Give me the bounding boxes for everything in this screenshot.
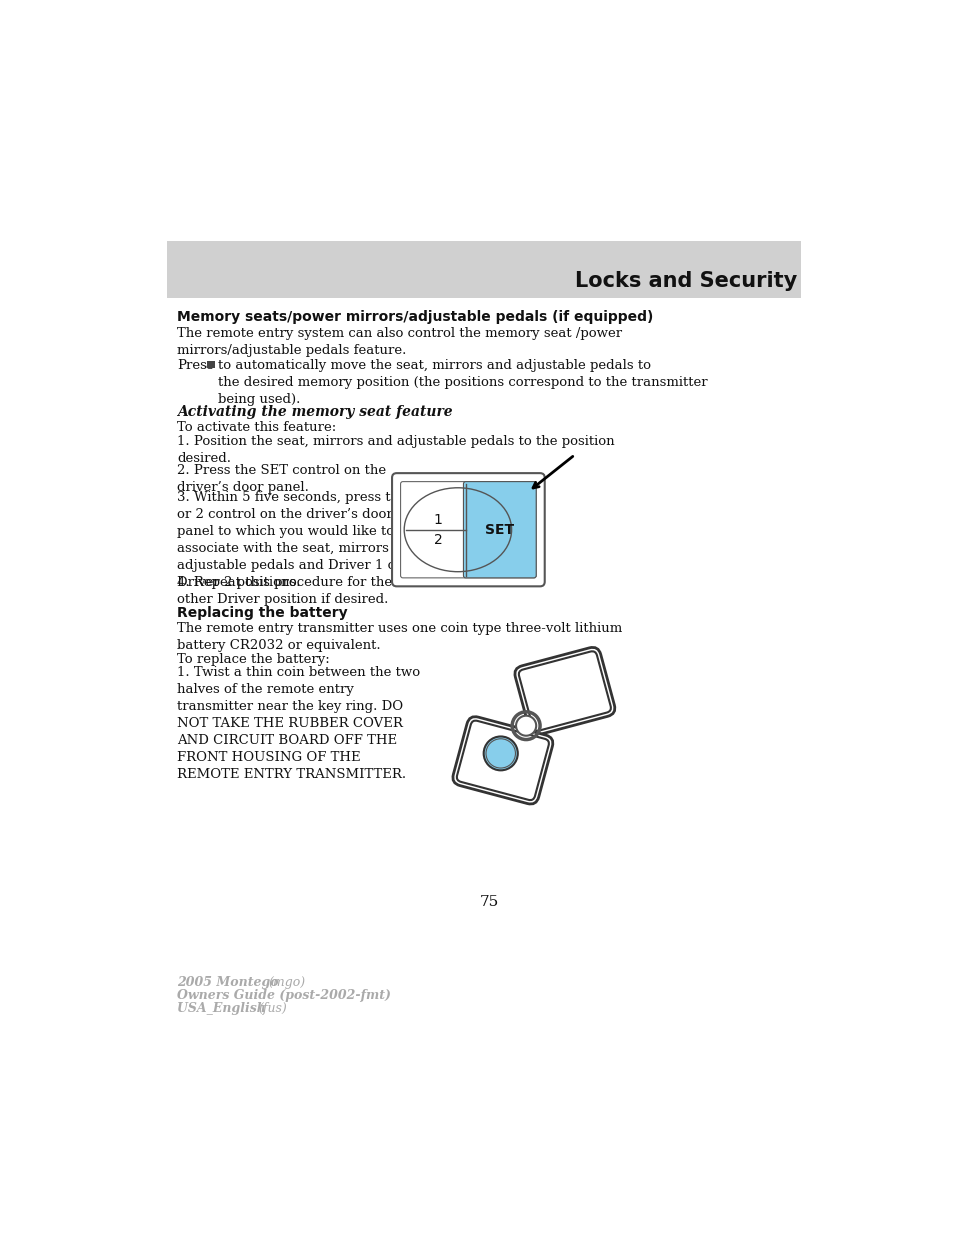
Bar [207, 362, 214, 368]
Text: To replace the battery:: To replace the battery: [177, 652, 330, 666]
Circle shape [485, 739, 515, 768]
Bar [167, 241, 801, 299]
Text: Owners Guide (post-2002-fmt): Owners Guide (post-2002-fmt) [177, 989, 391, 1002]
FancyBboxPatch shape [515, 647, 615, 735]
Text: to automatically move the seat, mirrors and adjustable pedals to
the desired mem: to automatically move the seat, mirrors … [217, 359, 706, 406]
Text: Activating the memory seat feature: Activating the memory seat feature [177, 405, 453, 420]
Text: Replacing the battery: Replacing the battery [177, 606, 348, 620]
FancyBboxPatch shape [392, 473, 544, 587]
FancyBboxPatch shape [456, 720, 548, 800]
Text: 75: 75 [478, 895, 498, 909]
Text: 2: 2 [434, 532, 442, 547]
Text: 2. Press the SET control on the
driver’s door panel.: 2. Press the SET control on the driver’s… [177, 464, 386, 494]
Text: 1: 1 [434, 514, 442, 527]
Text: 4. Repeat this procedure for the
other Driver position if desired.: 4. Repeat this procedure for the other D… [177, 576, 392, 605]
Text: The remote entry system can also control the memory seat /power
mirrors/adjustab: The remote entry system can also control… [177, 327, 622, 357]
Text: To activate this feature:: To activate this feature: [177, 421, 336, 433]
Text: 1. Twist a thin coin between the two
halves of the remote entry
transmitter near: 1. Twist a thin coin between the two hal… [177, 667, 420, 782]
Text: 1. Position the seat, mirrors and adjustable pedals to the position
desired.: 1. Position the seat, mirrors and adjust… [177, 435, 615, 464]
Text: The remote entry transmitter uses one coin type three-volt lithium
battery CR203: The remote entry transmitter uses one co… [177, 621, 622, 652]
Text: (fus): (fus) [258, 1002, 287, 1015]
Text: SET: SET [485, 522, 514, 537]
FancyBboxPatch shape [463, 482, 536, 578]
Circle shape [483, 736, 517, 771]
Circle shape [516, 716, 536, 736]
Text: Locks and Security: Locks and Security [575, 270, 797, 290]
Text: 3. Within 5 five seconds, press the 1
or 2 control on the driver’s door
panel to: 3. Within 5 five seconds, press the 1 or… [177, 490, 419, 589]
Text: Press: Press [177, 359, 213, 372]
Text: (mgo): (mgo) [269, 976, 306, 989]
Text: 2005 Montego: 2005 Montego [177, 976, 283, 989]
FancyBboxPatch shape [518, 651, 610, 731]
Text: Memory seats/power mirrors/adjustable pedals (if equipped): Memory seats/power mirrors/adjustable pe… [177, 310, 653, 324]
Bar [465, 484, 534, 576]
FancyBboxPatch shape [453, 716, 553, 804]
Text: USA_English: USA_English [177, 1002, 271, 1015]
FancyBboxPatch shape [400, 482, 536, 578]
